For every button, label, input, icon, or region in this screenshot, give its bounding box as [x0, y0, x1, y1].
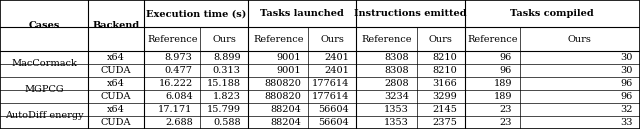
Text: 96: 96	[500, 66, 512, 75]
Text: 2808: 2808	[385, 79, 409, 88]
Text: 56604: 56604	[318, 105, 349, 114]
Text: Ours: Ours	[212, 35, 236, 43]
Text: 8308: 8308	[385, 66, 409, 75]
Text: CUDA: CUDA	[101, 118, 131, 127]
Text: 189: 189	[493, 92, 512, 101]
Text: 23: 23	[499, 105, 512, 114]
Text: 3234: 3234	[384, 92, 409, 101]
Text: 0.588: 0.588	[213, 118, 241, 127]
Text: Reference: Reference	[467, 35, 517, 43]
Text: x64: x64	[108, 53, 125, 62]
Text: Reference: Reference	[253, 35, 303, 43]
Text: CUDA: CUDA	[101, 92, 131, 101]
Text: 96: 96	[620, 79, 632, 88]
Text: 15.799: 15.799	[207, 105, 241, 114]
Text: Ours: Ours	[321, 35, 344, 43]
Text: 3166: 3166	[432, 79, 457, 88]
Text: 9001: 9001	[276, 53, 301, 62]
Text: 8210: 8210	[432, 53, 457, 62]
Text: AutoDiff energy: AutoDiff energy	[5, 111, 83, 120]
Text: Execution time (s): Execution time (s)	[146, 9, 246, 18]
Text: 2375: 2375	[432, 118, 457, 127]
Text: MGPCG: MGPCG	[24, 86, 64, 94]
Text: 3299: 3299	[432, 92, 457, 101]
Text: 96: 96	[500, 53, 512, 62]
Text: 30: 30	[620, 53, 632, 62]
Text: 1353: 1353	[384, 105, 409, 114]
Text: 16.222: 16.222	[158, 79, 193, 88]
Text: x64: x64	[108, 79, 125, 88]
Text: 17.171: 17.171	[158, 105, 193, 114]
Text: 1353: 1353	[384, 118, 409, 127]
Text: x64: x64	[108, 105, 125, 114]
Text: 6.084: 6.084	[165, 92, 193, 101]
Text: 9001: 9001	[276, 66, 301, 75]
Text: 88204: 88204	[270, 118, 301, 127]
Text: 1.823: 1.823	[212, 92, 241, 101]
Text: Backend: Backend	[93, 21, 140, 30]
Text: 30: 30	[620, 66, 632, 75]
Text: Tasks compiled: Tasks compiled	[511, 9, 594, 18]
Text: 880820: 880820	[264, 92, 301, 101]
Text: 8.973: 8.973	[164, 53, 193, 62]
Text: 33: 33	[620, 118, 632, 127]
Text: Instructions emitted: Instructions emitted	[355, 9, 467, 18]
Text: Ours: Ours	[429, 35, 452, 43]
Text: Reference: Reference	[147, 35, 197, 43]
Text: 189: 189	[493, 79, 512, 88]
Text: 2.688: 2.688	[165, 118, 193, 127]
Text: 2145: 2145	[432, 105, 457, 114]
Text: 0.477: 0.477	[164, 66, 193, 75]
Text: Cases: Cases	[28, 21, 60, 30]
Text: CUDA: CUDA	[101, 66, 131, 75]
Text: 8308: 8308	[385, 53, 409, 62]
Text: 32: 32	[620, 105, 632, 114]
Text: Ours: Ours	[568, 35, 592, 43]
Text: MacCormack: MacCormack	[12, 59, 77, 68]
Text: Reference: Reference	[362, 35, 412, 43]
Text: 177614: 177614	[312, 92, 349, 101]
Text: 880820: 880820	[264, 79, 301, 88]
Text: 8210: 8210	[432, 66, 457, 75]
Text: 177614: 177614	[312, 79, 349, 88]
Text: Tasks launched: Tasks launched	[260, 9, 344, 18]
Text: 2401: 2401	[324, 53, 349, 62]
Text: 88204: 88204	[270, 105, 301, 114]
Text: 2401: 2401	[324, 66, 349, 75]
Text: 96: 96	[620, 92, 632, 101]
Text: 0.313: 0.313	[212, 66, 241, 75]
Text: 15.188: 15.188	[207, 79, 241, 88]
Text: 8.899: 8.899	[213, 53, 241, 62]
Text: 23: 23	[499, 118, 512, 127]
Text: 56604: 56604	[318, 118, 349, 127]
